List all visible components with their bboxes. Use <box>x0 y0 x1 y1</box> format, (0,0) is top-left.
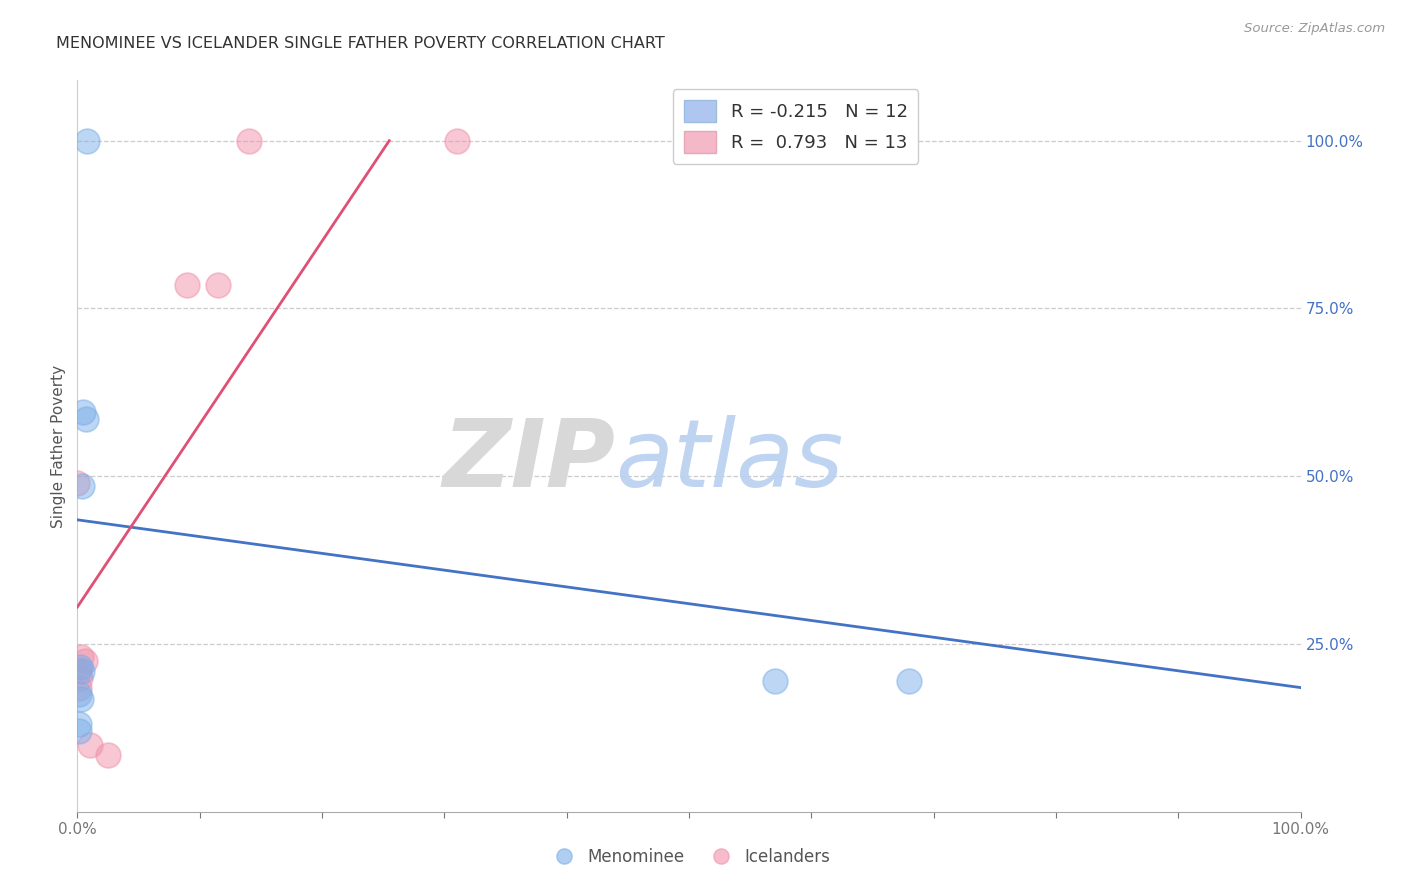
Point <box>898 673 921 688</box>
Point <box>70 692 93 706</box>
Point <box>67 687 90 701</box>
Point <box>75 412 97 426</box>
Point <box>70 650 93 665</box>
Point <box>67 681 90 695</box>
Y-axis label: Single Father Poverty: Single Father Poverty <box>51 365 66 527</box>
Point <box>67 724 90 739</box>
Point <box>67 664 90 678</box>
Point <box>763 673 786 688</box>
Point <box>79 738 101 752</box>
Text: Source: ZipAtlas.com: Source: ZipAtlas.com <box>1244 22 1385 36</box>
Text: MENOMINEE VS ICELANDER SINGLE FATHER POVERTY CORRELATION CHART: MENOMINEE VS ICELANDER SINGLE FATHER POV… <box>56 36 665 51</box>
Point <box>69 671 91 685</box>
Point <box>73 654 96 668</box>
Point <box>446 134 468 148</box>
Point <box>238 134 260 148</box>
Point <box>69 660 91 674</box>
Point <box>76 134 98 148</box>
Point <box>862 134 884 148</box>
Text: ZIP: ZIP <box>443 415 616 507</box>
Point <box>70 479 93 493</box>
Point <box>72 405 94 419</box>
Point <box>97 747 120 762</box>
Point <box>176 277 198 292</box>
Point <box>207 277 229 292</box>
Point <box>70 664 93 678</box>
Legend: Menominee, Icelanders: Menominee, Icelanders <box>541 841 837 873</box>
Point <box>67 717 90 731</box>
Text: atlas: atlas <box>616 415 844 506</box>
Point <box>66 475 89 490</box>
